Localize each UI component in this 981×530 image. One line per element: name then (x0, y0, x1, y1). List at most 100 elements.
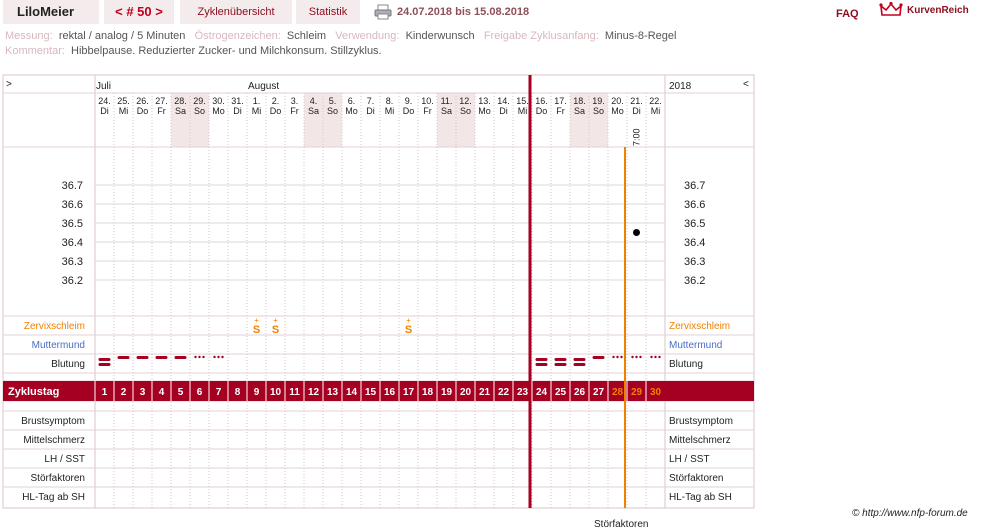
day-weekday: Do (403, 106, 415, 116)
temp-tick-right: 36.6 (684, 199, 705, 211)
cycle-day-number: 13 (327, 387, 339, 398)
printer-icon[interactable] (374, 4, 392, 20)
day-weekday: Mi (252, 106, 262, 116)
temp-tick-left: 36.5 (62, 218, 83, 230)
brand-link[interactable]: KurvenReich (907, 5, 969, 16)
bleeding-spotting (635, 355, 638, 359)
temp-tick-left: 36.7 (62, 180, 83, 192)
day-date: 24. (98, 96, 111, 106)
bleeding-heavy (554, 358, 567, 361)
cervix-label-right: Zervixschleim (669, 321, 730, 332)
expand-right-button[interactable]: < (743, 79, 749, 90)
info-row-2: Kommentar: Hibbelpause. Reduzierter Zuck… (5, 45, 382, 57)
faq-link[interactable]: FAQ (836, 8, 859, 20)
cycle-day-number: 2 (121, 387, 127, 398)
expand-left-button[interactable]: > (6, 79, 12, 90)
bleeding-heavy (535, 358, 548, 361)
usage-label: Verwendung: (335, 30, 400, 42)
day-weekday: Mi (518, 106, 528, 116)
day-weekday: Fr (290, 106, 299, 116)
cycle-day-label: Zyklustag (8, 386, 59, 398)
comment-value: Hibbelpause. Reduzierter Zucker- und Mil… (71, 45, 382, 57)
bleeding-label-left: Blutung (51, 359, 85, 370)
cycle-day-number: 23 (517, 387, 529, 398)
temp-tick-right: 36.2 (684, 275, 705, 287)
symptom-row-label-right: LH / SST (669, 454, 710, 465)
bleeding-heavy (554, 363, 567, 366)
year-label: 2018 (669, 81, 692, 92)
cycle-day-number: 5 (178, 387, 184, 398)
cycle-day-number: 11 (289, 387, 300, 398)
day-date: 9. (405, 96, 413, 106)
cervix-plus: + (254, 316, 259, 325)
day-date: 3. (291, 96, 299, 106)
cycle-day-number: 12 (308, 387, 320, 398)
bleeding-heavy (573, 358, 586, 361)
cycle-day-number: 25 (555, 387, 567, 398)
bleeding-medium (592, 356, 605, 359)
weekend-shade (456, 93, 475, 147)
day-weekday: Sa (441, 106, 452, 116)
day-weekday: So (194, 106, 205, 116)
cervix-position-label-left: Muttermund (32, 340, 85, 351)
tab-cycle-overview[interactable]: Zyklenübersicht (180, 0, 292, 24)
day-date: 17. (554, 96, 567, 106)
day-date: 20. (611, 96, 624, 106)
cycle-day-number: 8 (235, 387, 241, 398)
symptom-row-label-right: Störfaktoren (669, 473, 723, 484)
tab-statistics[interactable]: Statistik (296, 0, 360, 24)
day-weekday: Sa (308, 106, 319, 116)
cycle-day-number: 20 (460, 387, 472, 398)
symptom-row-label-right: HL-Tag ab SH (669, 492, 732, 503)
symptom-row-label-left: LH / SST (44, 454, 85, 465)
day-weekday: Di (632, 106, 641, 116)
measurement-value: rektal / analog / 5 Minuten (58, 30, 186, 42)
usage-value: Kinderwunsch (405, 30, 475, 42)
cycle-day-number: 28 (612, 387, 624, 398)
bleeding-spotting (217, 355, 220, 359)
bleeding-medium (136, 356, 149, 359)
cycle-day-number: 21 (479, 387, 491, 398)
day-date: 29. (193, 96, 206, 106)
symptom-row-label-right: Brustsymptom (669, 416, 733, 427)
cycle-day-number: 10 (270, 387, 282, 398)
cycle-day-number: 17 (403, 387, 415, 398)
month-label: August (248, 81, 279, 92)
month-label: Juli (96, 81, 111, 92)
temp-tick-right: 36.5 (684, 218, 705, 230)
day-weekday: Di (366, 106, 375, 116)
top-bar: LiloMeier < # 50 > Zyklenübersicht Stati… (0, 0, 981, 26)
day-date: 6. (348, 96, 356, 106)
weekend-shade (304, 93, 323, 147)
symptom-row-label-left: HL-Tag ab SH (22, 492, 85, 503)
day-date: 1. (253, 96, 261, 106)
chart-frame (2, 74, 755, 509)
day-date: 26. (136, 96, 149, 106)
weekend-shade (437, 93, 456, 147)
day-weekday: Fr (423, 106, 432, 116)
day-date: 18. (573, 96, 586, 106)
day-weekday: So (593, 106, 604, 116)
prev-cycle-button[interactable]: < (115, 4, 123, 19)
cervix-plus: + (273, 316, 278, 325)
cycle-day-number: 15 (365, 387, 377, 398)
day-weekday: Mi (385, 106, 395, 116)
day-date: 27. (155, 96, 168, 106)
day-date: 5. (329, 96, 337, 106)
bleeding-spotting (654, 355, 657, 359)
cycle-day-number: 18 (422, 387, 434, 398)
day-weekday: Sa (574, 106, 585, 116)
cycle-day-number: 16 (384, 387, 396, 398)
day-date: 2. (272, 96, 280, 106)
day-date: 4. (310, 96, 318, 106)
day-weekday: Di (233, 106, 242, 116)
day-weekday: Mi (651, 106, 661, 116)
temp-tick-right: 36.7 (684, 180, 705, 192)
bleeding-medium (117, 356, 130, 359)
day-date: 13. (478, 96, 491, 106)
cycle-day-number: 1 (102, 387, 108, 398)
next-cycle-button[interactable]: > (155, 4, 163, 19)
bleeding-spotting (616, 355, 619, 359)
bleeding-spotting (650, 355, 653, 359)
measurement-label: Messung: (5, 30, 53, 42)
